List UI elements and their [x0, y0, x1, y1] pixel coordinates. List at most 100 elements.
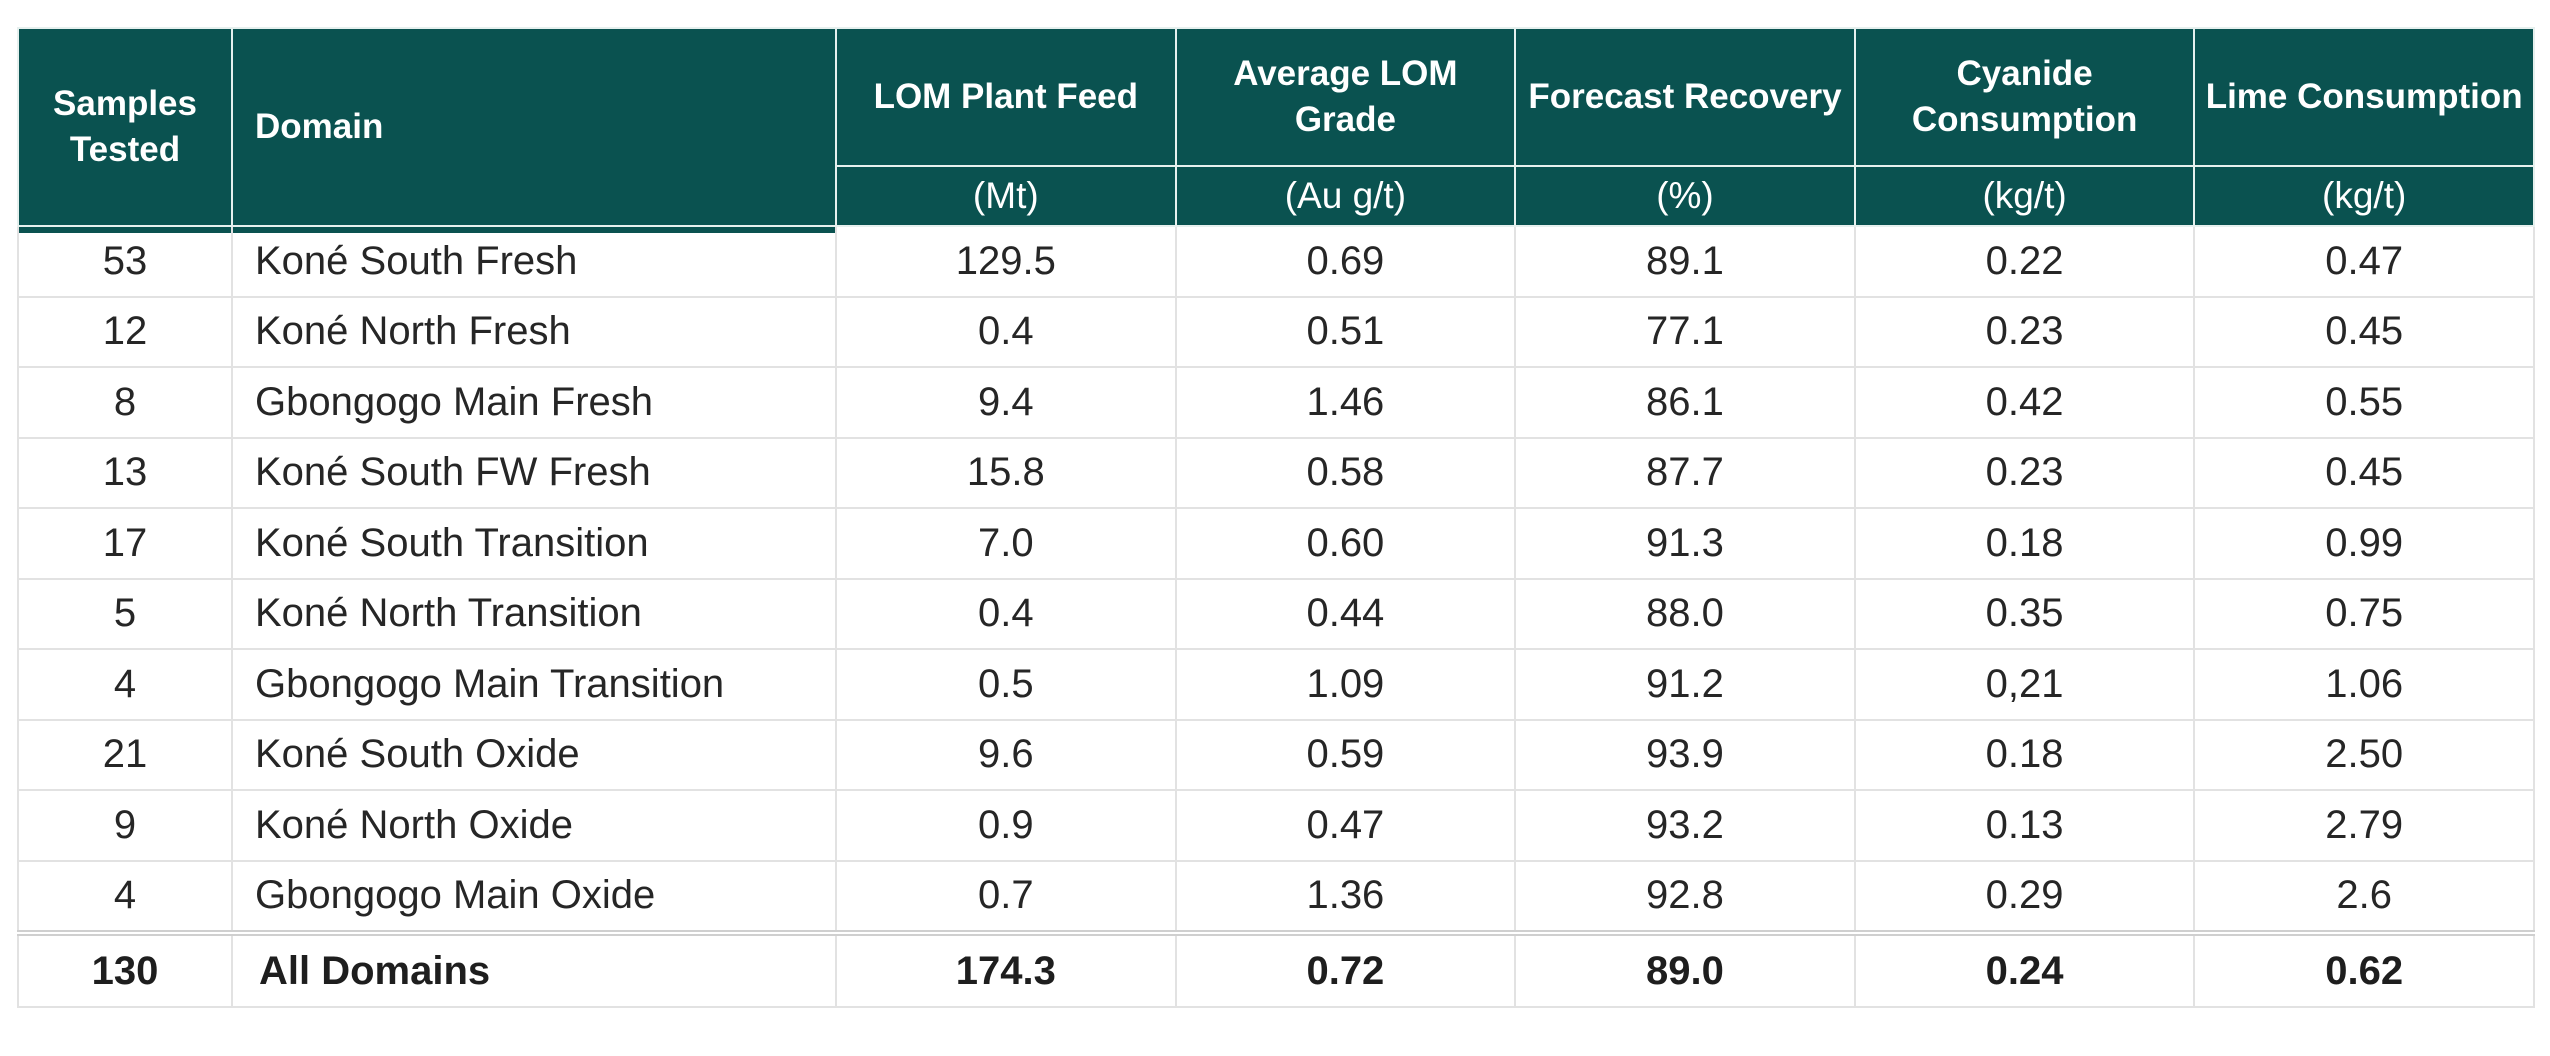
cell-samples: 17 [17, 507, 233, 580]
header-samples-tested: Samples Tested [17, 27, 233, 227]
header-lom-plant-feed: LOM Plant Feed [835, 27, 1177, 167]
header-lime-consumption: Lime Consumption [2193, 27, 2535, 167]
unit-cyanide: (kg/t) [1853, 165, 2196, 227]
cell-samples: 5 [17, 577, 233, 650]
results-table-container: Samples Tested Domain LOM Plant Feed Ave… [17, 27, 2535, 1008]
cell-plant-feed: 0.9 [835, 789, 1177, 862]
cell-plant-feed: 15.8 [835, 436, 1177, 509]
header-cyanide-consumption: Cyanide Consumption [1853, 27, 2196, 167]
table-row: 21 Koné South Oxide 9.6 0.59 93.9 0.18 2.50 [17, 718, 2535, 791]
cell-average-grade: 0.59 [1174, 718, 1517, 791]
total-average-grade: 0.72 [1174, 930, 1517, 1008]
cell-cyanide: 0.29 [1853, 859, 2196, 934]
cell-average-grade: 0.47 [1174, 789, 1517, 862]
table-row: 12 Koné North Fresh 0.4 0.51 77.1 0.23 0.45 [17, 295, 2535, 368]
table-row: 4 Gbongogo Main Transition 0.5 1.09 91.2 0,21… [17, 648, 2535, 721]
cell-cyanide: 0.23 [1853, 436, 2196, 509]
table-row: 13 Koné South FW Fresh 15.8 0.58 87.7 0.23 0.4… [17, 436, 2535, 509]
cell-lime: 0.75 [2193, 577, 2535, 650]
unit-plant-feed: (Mt) [835, 165, 1177, 227]
cell-average-grade: 1.09 [1174, 648, 1517, 721]
cell-domain: Koné South FW Fresh [231, 436, 837, 509]
cell-recovery: 91.2 [1514, 648, 1856, 721]
cell-domain: Koné North Fresh [231, 295, 837, 368]
cell-lime: 2.6 [2193, 859, 2535, 934]
cell-cyanide: 0.42 [1853, 366, 2196, 439]
total-domain: All Domains [231, 930, 837, 1008]
cell-lime: 0.55 [2193, 366, 2535, 439]
cell-cyanide: 0.18 [1853, 507, 2196, 580]
total-lime: 0.62 [2193, 930, 2535, 1008]
cell-recovery: 92.8 [1514, 859, 1856, 934]
cell-lime: 1.06 [2193, 648, 2535, 721]
cell-plant-feed: 0.4 [835, 295, 1177, 368]
cell-plant-feed: 129.5 [835, 226, 1177, 298]
cell-samples: 12 [17, 295, 233, 368]
cell-cyanide: 0.23 [1853, 295, 2196, 368]
total-row: 130 All Domains 174.3 0.72 89.0 0.24 0.6… [17, 930, 2535, 1008]
cell-samples: 53 [17, 226, 233, 298]
cell-samples: 21 [17, 718, 233, 791]
cell-domain: Koné South Oxide [231, 718, 837, 791]
metallurgical-results-table: Samples Tested Domain LOM Plant Feed Ave… [17, 27, 2535, 1008]
cell-recovery: 86.1 [1514, 366, 1856, 439]
cell-samples: 13 [17, 436, 233, 509]
cell-samples: 4 [17, 648, 233, 721]
total-plant-feed: 174.3 [835, 930, 1177, 1008]
cell-average-grade: 0.60 [1174, 507, 1517, 580]
cell-cyanide: 0,21 [1853, 648, 2196, 721]
cell-domain: Gbongogo Main Oxide [231, 859, 837, 934]
table-row: 8 Gbongogo Main Fresh 9.4 1.46 86.1 0.42 0.55 [17, 366, 2535, 439]
cell-cyanide: 0.35 [1853, 577, 2196, 650]
cell-average-grade: 0.51 [1174, 295, 1517, 368]
cell-average-grade: 0.58 [1174, 436, 1517, 509]
cell-domain: Gbongogo Main Transition [231, 648, 837, 721]
total-cyanide: 0.24 [1853, 930, 2196, 1008]
total-recovery: 89.0 [1514, 930, 1856, 1008]
cell-recovery: 93.2 [1514, 789, 1856, 862]
cell-domain: Koné North Oxide [231, 789, 837, 862]
cell-domain: Koné North Transition [231, 577, 837, 650]
table-row: 4 Gbongogo Main Oxide 0.7 1.36 92.8 0.29 2.6 [17, 859, 2535, 934]
cell-lime: 0.45 [2193, 436, 2535, 509]
cell-average-grade: 0.69 [1174, 226, 1517, 298]
cell-recovery: 88.0 [1514, 577, 1856, 650]
header-forecast-recovery: Forecast Recovery [1514, 27, 1856, 167]
cell-plant-feed: 0.4 [835, 577, 1177, 650]
cell-average-grade: 0.44 [1174, 577, 1517, 650]
table-header: Samples Tested Domain LOM Plant Feed Ave… [17, 27, 2535, 227]
total-samples: 130 [17, 930, 233, 1008]
header-average-lom-grade: Average LOM Grade [1174, 27, 1517, 167]
cell-recovery: 77.1 [1514, 295, 1856, 368]
table-row: 5 Koné North Transition 0.4 0.44 88.0 0.35 0.7… [17, 577, 2535, 650]
cell-plant-feed: 9.4 [835, 366, 1177, 439]
cell-cyanide: 0.22 [1853, 226, 2196, 298]
table-row: 17 Koné South Transition 7.0 0.60 91.3 0.18 0.… [17, 507, 2535, 580]
cell-plant-feed: 7.0 [835, 507, 1177, 580]
cell-domain: Gbongogo Main Fresh [231, 366, 837, 439]
cell-samples: 8 [17, 366, 233, 439]
cell-samples: 4 [17, 859, 233, 934]
cell-recovery: 91.3 [1514, 507, 1856, 580]
cell-domain: Koné South Transition [231, 507, 837, 580]
cell-lime: 2.79 [2193, 789, 2535, 862]
header-domain: Domain [231, 27, 837, 227]
table-row: 9 Koné North Oxide 0.9 0.47 93.2 0.13 2.79 [17, 789, 2535, 862]
cell-average-grade: 1.36 [1174, 859, 1517, 934]
table-body: 53 Koné South Fresh 129.5 0.69 89.1 0.22 0.47 1… [17, 226, 2535, 934]
cell-samples: 9 [17, 789, 233, 862]
cell-plant-feed: 0.7 [835, 859, 1177, 934]
cell-average-grade: 1.46 [1174, 366, 1517, 439]
cell-plant-feed: 9.6 [835, 718, 1177, 791]
cell-recovery: 87.7 [1514, 436, 1856, 509]
unit-lime: (kg/t) [2193, 165, 2535, 227]
cell-lime: 0.99 [2193, 507, 2535, 580]
unit-average-grade: (Au g/t) [1174, 165, 1517, 227]
table-row: 53 Koné South Fresh 129.5 0.69 89.1 0.22 0.47 [17, 226, 2535, 298]
cell-plant-feed: 0.5 [835, 648, 1177, 721]
cell-cyanide: 0.18 [1853, 718, 2196, 791]
cell-lime: 2.50 [2193, 718, 2535, 791]
cell-recovery: 89.1 [1514, 226, 1856, 298]
cell-domain: Koné South Fresh [231, 226, 837, 298]
cell-recovery: 93.9 [1514, 718, 1856, 791]
